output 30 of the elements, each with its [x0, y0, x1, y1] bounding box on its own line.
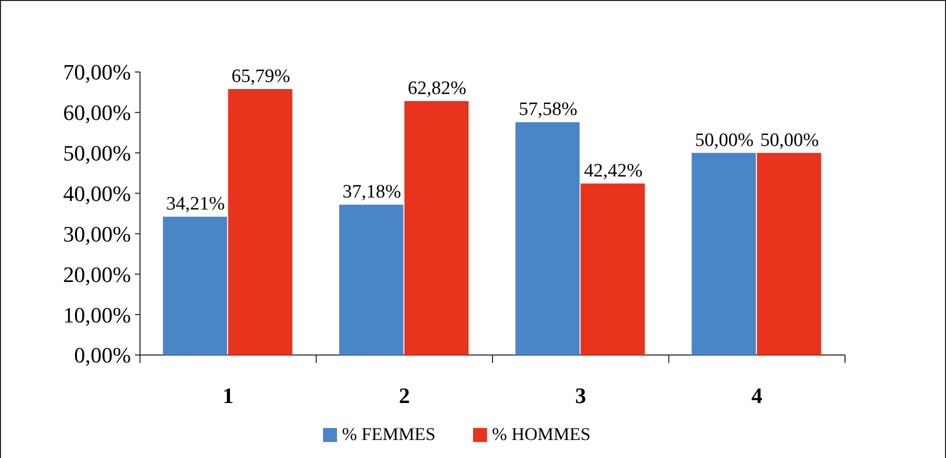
x-tick-label: 1	[222, 383, 234, 408]
bar	[404, 101, 469, 355]
x-tick-label: 4	[751, 383, 762, 408]
y-tick-label: 20,00%	[63, 262, 131, 287]
data-label: 50,00%	[760, 130, 819, 151]
data-label: 62,82%	[408, 78, 466, 100]
x-tick-label: 2	[398, 383, 410, 408]
data-label: 57,58%	[518, 99, 578, 120]
bar	[692, 152, 756, 355]
y-tick-label: 0,00%	[74, 342, 131, 368]
data-label: 50,00%	[694, 130, 754, 151]
y-tick-label: 40,00%	[63, 180, 131, 206]
y-tick-label: 70,00%	[63, 60, 131, 85]
x-tick-label: 3	[575, 383, 586, 408]
data-label: 37,18%	[342, 182, 402, 203]
y-tick-label: 50,00%	[63, 140, 131, 166]
bar	[756, 152, 822, 355]
data-label: 65,79%	[231, 66, 290, 88]
y-tick-label: 60,00%	[63, 100, 131, 126]
bar	[228, 89, 292, 355]
data-label: 42,42%	[584, 160, 643, 182]
y-tick-label: 10,00%	[63, 302, 131, 328]
bar	[339, 204, 404, 355]
bar	[515, 122, 580, 355]
bar	[162, 216, 228, 355]
legend-label: % HOMMES	[492, 424, 591, 444]
y-tick-label: 30,00%	[63, 221, 131, 246]
data-label: 34,21%	[166, 194, 225, 215]
bar	[580, 184, 645, 355]
legend-label: % FEMMES	[342, 424, 436, 444]
